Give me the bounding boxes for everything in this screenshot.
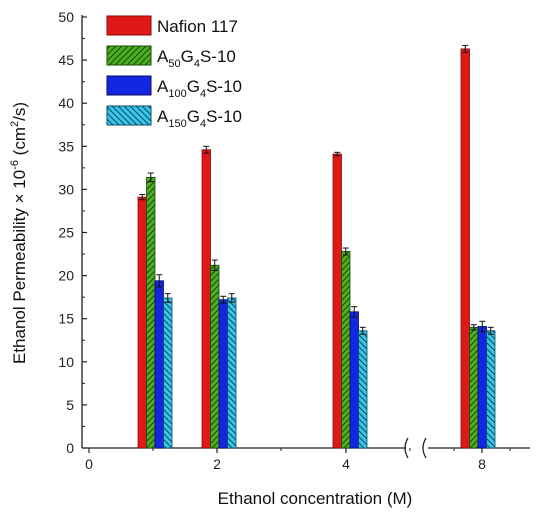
y-ticks: 0 5 10 15 20 25 30 35 40 45 50	[58, 9, 87, 456]
bar-series-0-cat-3	[460, 48, 470, 449]
legend-label-a150: A150G4S-10	[157, 107, 242, 130]
y-tick-label: 15	[58, 311, 74, 327]
y-tick-label: 35	[58, 138, 74, 154]
bar-series-1-cat-0	[146, 176, 156, 449]
y-tick-label: 25	[58, 225, 74, 241]
legend-swatch-nafion	[106, 15, 152, 36]
bar-series-2-cat-2	[349, 311, 359, 449]
bar-series-0-cat-0	[137, 196, 147, 449]
bar-series-0-cat-2	[332, 153, 342, 449]
x-ticks: 0 2 4 8	[85, 448, 511, 472]
legend-swatch-a50	[106, 45, 152, 66]
y-tick-label: 50	[58, 9, 74, 25]
y-tick-label: 45	[58, 52, 74, 68]
x-tick-label: 8	[478, 456, 486, 472]
x-tick-label: 0	[85, 456, 93, 472]
bar-series-3-cat-2	[358, 330, 368, 449]
bar-series-0-cat-1	[201, 149, 211, 449]
error-bars-group	[139, 44, 494, 335]
bar-series-1-cat-2	[341, 251, 351, 449]
bar-series-2-cat-1	[218, 299, 228, 449]
axis-break-mark-left	[404, 437, 409, 459]
legend-swatch-a150	[106, 105, 152, 126]
y-tick-label: 30	[58, 181, 74, 197]
y-axis-title-prefix: Ethanol Permeability × 10	[10, 170, 29, 364]
y-tick-label: 20	[58, 268, 74, 284]
bar-series-1-cat-3	[469, 326, 479, 449]
legend-label-nafion: Nafion 117	[157, 17, 238, 36]
axis-break-mark-right	[422, 437, 427, 459]
legend: Nafion 117 A50G4S-10 A100G4S-10 A150G4S-…	[106, 15, 242, 130]
x-axis-title: Ethanol concentration (M)	[218, 489, 413, 508]
y-axis-title-unit-exp: 2	[9, 121, 21, 127]
bar-series-3-cat-0	[163, 297, 173, 449]
y-tick-label: 10	[58, 354, 74, 370]
y-tick-label: 0	[66, 440, 74, 456]
y-axis-title-unit-close: /s)	[10, 102, 29, 121]
bar-series-3-cat-3	[486, 330, 496, 449]
bar-series-3-cat-1	[227, 297, 237, 449]
bar-series-2-cat-3	[477, 326, 487, 449]
legend-swatch-a100	[106, 75, 152, 96]
y-axis-title-unit-open: (cm	[10, 127, 29, 160]
legend-label-a50: A50G4S-10	[157, 47, 236, 70]
legend-label-a100: A100G4S-10	[157, 77, 242, 100]
x-tick-label: 4	[342, 456, 350, 472]
y-tick-label: 40	[58, 95, 74, 111]
y-tick-label: 5	[66, 397, 74, 413]
bar-series-1-cat-1	[210, 264, 220, 449]
y-axis-title: Ethanol Permeability × 10-6 (cm2/s)	[9, 102, 29, 364]
x-tick-label: 2	[213, 456, 221, 472]
bar-series-2-cat-0	[154, 280, 164, 449]
y-axis-title-exp: -6	[9, 160, 21, 170]
